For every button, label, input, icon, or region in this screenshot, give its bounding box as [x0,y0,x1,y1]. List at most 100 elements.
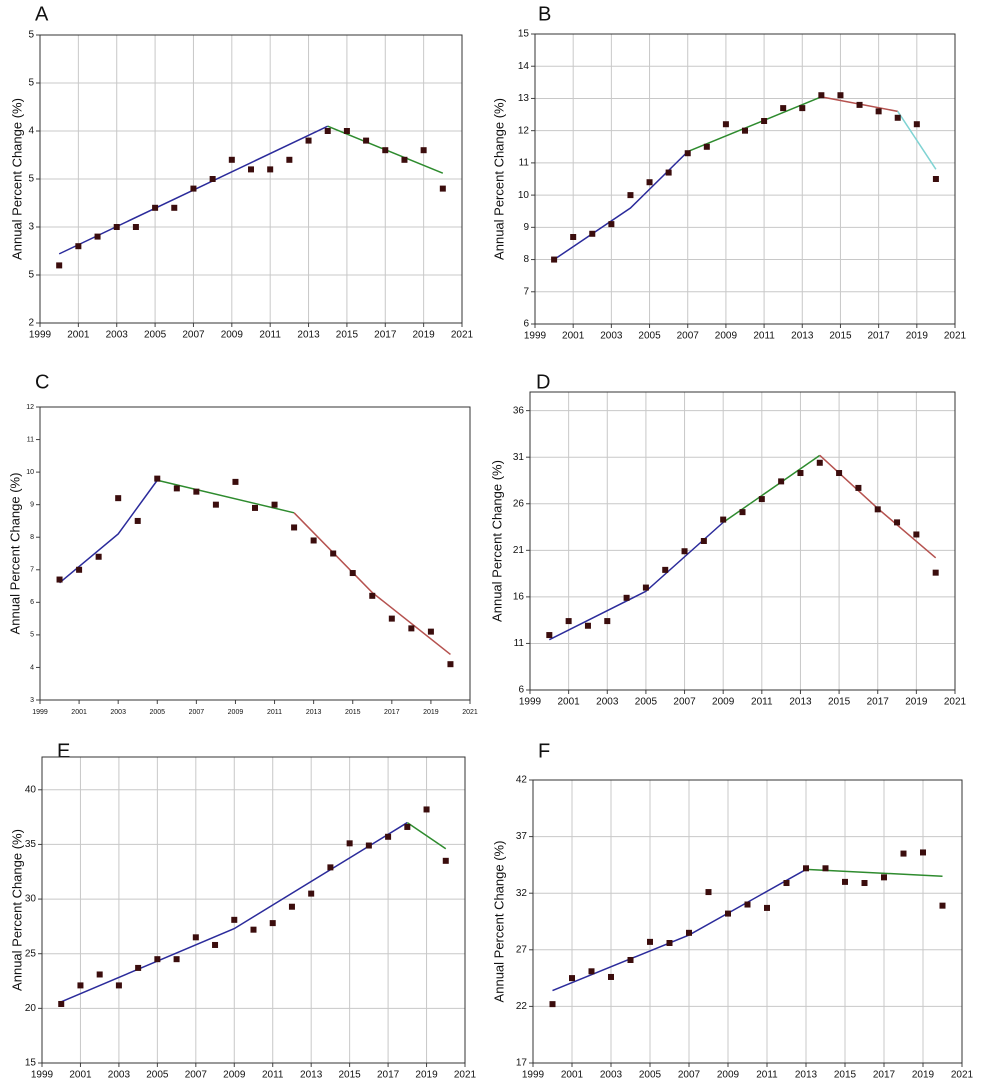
data-point [305,137,312,144]
x-tick-label: 2013 [789,697,812,708]
x-tick-label: 2011 [753,331,775,342]
x-tick-label: 2009 [228,709,244,716]
data-point [252,504,258,511]
data-point [666,940,673,947]
data-point [152,204,159,211]
data-point [569,975,575,982]
y-tick-label: 6 [518,685,524,696]
y-tick-label: 11 [514,638,525,649]
data-point [874,506,881,513]
data-point [681,548,688,555]
panel: F Annual Percent Change (%) 1999 2001 2003 20… [491,740,973,1080]
panel-letter: B [538,3,551,25]
panel-letter: D [536,371,550,393]
data-point [783,880,790,887]
data-point [269,920,276,927]
y-tick-label: 12 [26,404,34,411]
data-point [94,233,101,240]
data-point [875,108,882,115]
x-tick-label: 2007 [677,331,700,342]
y-tick-label: 15 [25,1058,37,1069]
panel-letter: C [35,371,49,393]
data-point [447,661,454,668]
x-tick-label: 2003 [596,697,619,708]
x-tick-label: 2003 [600,331,623,342]
x-tick-label: 2009 [717,1070,740,1081]
data-point [549,1001,556,1008]
y-tick-label: 7 [30,567,34,574]
data-point [920,849,926,856]
data-point [401,156,408,163]
data-point [346,840,353,847]
data-point [584,622,591,629]
plot-frame [39,34,463,324]
x-tick-label: 2011 [262,1070,284,1081]
data-point [327,864,334,871]
panel: D Annual Percent Change (%) 1999 2001 2003 20… [489,371,966,707]
data-point [324,128,331,134]
fit-line [548,521,724,641]
data-point [565,618,572,625]
y-tick-label: 4 [30,664,34,671]
data-point [190,185,197,192]
data-point [722,121,729,128]
data-point [894,519,901,526]
y-tick-label: 5 [28,270,34,281]
data-point [764,904,770,911]
y-tick-label: 26 [513,498,525,509]
y-tick-label: 14 [518,61,530,72]
data-point [855,484,862,491]
data-point [665,169,672,176]
data-point [551,256,558,263]
data-point [570,234,577,240]
x-tick-label: 2021 [454,1070,477,1081]
x-tick-label: 2015 [834,1070,857,1081]
data-point [739,509,746,516]
y-tick-label: 12 [518,125,530,136]
y-tick-label: 20 [25,1003,37,1014]
data-point [686,929,692,936]
data-point [349,570,356,577]
x-tick-label: 2005 [638,331,661,342]
data-point [778,478,785,485]
data-point [404,823,411,830]
x-tick-label: 2007 [182,330,205,341]
x-tick-label: 2001 [561,1070,584,1081]
y-tick-label: 40 [25,784,37,795]
y-tick-label: 35 [25,839,37,850]
data-point [212,941,219,948]
fit-line [293,512,451,656]
data-point [382,147,389,154]
data-point [308,890,315,897]
data-point [913,531,920,538]
plot-frame [534,33,956,325]
y-tick-label: 9 [523,222,529,233]
x-tick-label: 2011 [756,1070,778,1081]
x-tick-label: 2003 [106,330,129,341]
y-axis-label: Annual Percent Change (%) [9,829,24,991]
y-axis-label: Annual Percent Change (%) [491,98,506,260]
x-tick-label: 1999 [522,1070,545,1081]
y-tick-label: 30 [25,894,37,905]
fit-line [157,479,295,514]
x-tick-label: 2019 [415,1070,438,1081]
x-tick-label: 2005 [144,330,167,341]
y-tick-label: 21 [513,545,525,556]
y-tick-label: 22 [516,1001,528,1012]
x-tick-label: 2019 [912,1070,935,1081]
plot-frame [532,779,963,1064]
data-point [291,524,298,531]
data-point [115,982,122,989]
y-tick-label: 32 [516,888,528,899]
data-point [913,121,920,128]
y-tick-label: 8 [523,254,529,265]
data-point [286,156,293,163]
data-point [248,166,254,173]
x-tick-label: 2021 [451,330,474,341]
x-tick-label: 2019 [413,330,436,341]
data-point [725,910,731,917]
data-point [837,92,844,99]
data-point [250,926,257,933]
data-point [134,517,141,524]
